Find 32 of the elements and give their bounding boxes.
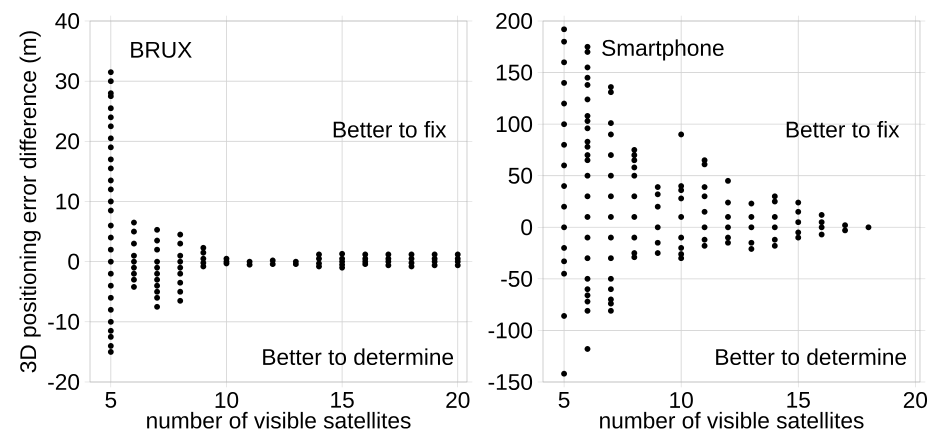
y-tick-label: -100 — [488, 322, 532, 338]
y-tick-label: 200 — [496, 12, 532, 30]
x-tick-label: 10 — [216, 392, 238, 408]
y-tick-label: 20 — [56, 133, 80, 150]
y-tick-label: -50 — [501, 270, 532, 287]
y-tick-label: 40 — [55, 12, 80, 30]
y-tick-label: -150 — [488, 374, 532, 390]
x-tick-label: 15 — [787, 392, 810, 408]
y-tick-label: -10 — [48, 314, 80, 330]
x-tick-label: 5 — [105, 392, 116, 408]
y-tick-label: 0 — [68, 254, 80, 270]
x-tick-label: 15 — [331, 392, 354, 408]
annotation: Better to fix — [334, 120, 446, 138]
x-tick-label: 20 — [904, 392, 928, 408]
x-tick-label: 10 — [670, 392, 693, 408]
y-tick-label: 100 — [496, 116, 532, 132]
annotation: BRUX — [131, 42, 192, 58]
x-tick-label: 20 — [446, 392, 470, 408]
y-tick-label: 50 — [508, 168, 532, 184]
annotation: Better to fix — [786, 120, 900, 138]
y-axis-title: 3D positioning error difference (m) — [20, 31, 41, 372]
y-tick-label: 30 — [56, 73, 80, 90]
x-axis-title: number of visible satellites — [147, 412, 411, 429]
y-tick-label: 10 — [56, 193, 80, 210]
annotation: Better to determine — [716, 348, 906, 366]
x-tick-label: 5 — [558, 392, 570, 408]
annotation: Better to determine — [263, 348, 454, 366]
y-tick-label: -20 — [48, 374, 80, 390]
y-tick-label: 0 — [521, 219, 532, 236]
x-axis-title: number of visible satellites — [600, 412, 864, 429]
annotation: Smartphone — [602, 39, 724, 60]
y-tick-label: 150 — [496, 64, 532, 81]
